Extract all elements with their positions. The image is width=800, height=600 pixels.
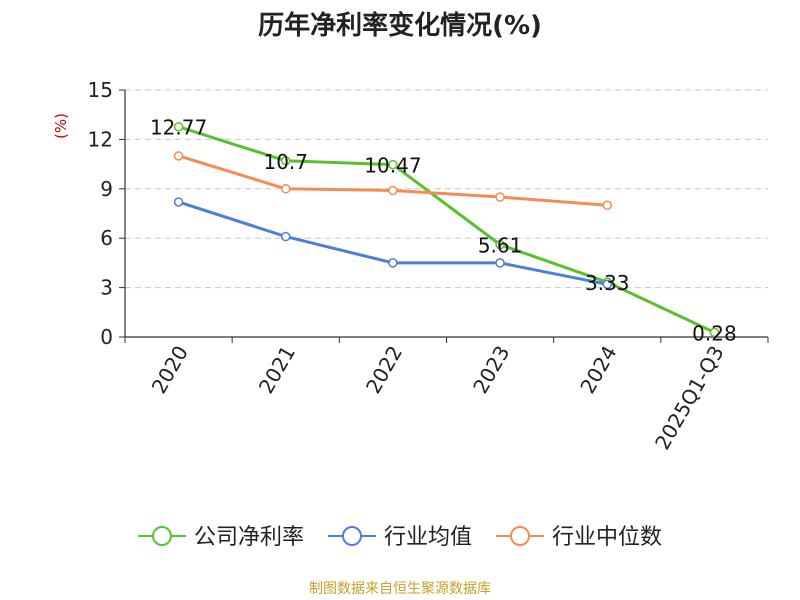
legend-label-1: 行业均值 — [384, 525, 472, 550]
data-label: 10.47 — [364, 154, 421, 178]
axes: 0 3 6 9 12 15 2020 2021 2022 2023 2024 2025Q1-Q3 — [88, 78, 769, 454]
x-tick-label: 2025Q1-Q3 — [650, 342, 729, 454]
x-tick-label: 2023 — [468, 342, 514, 398]
data-point — [173, 151, 184, 161]
grid-lines — [125, 89, 768, 289]
legend-marker-1 — [342, 526, 362, 546]
data-label: 12.77 — [150, 116, 207, 140]
data-point — [173, 197, 184, 207]
data-point — [602, 200, 612, 211]
data-point — [709, 327, 720, 338]
data-point — [495, 258, 505, 268]
series-lines — [173, 121, 720, 338]
data-point — [495, 192, 505, 202]
source-note: 制图数据来自恒生聚源数据库 — [309, 581, 491, 597]
legend-marker-2 — [510, 526, 530, 546]
data-point — [388, 258, 398, 268]
data-point — [281, 231, 291, 242]
data-point — [281, 184, 291, 194]
x-tick-label: 2022 — [361, 342, 407, 398]
y-tick-label: 15 — [88, 78, 113, 102]
data-point — [388, 185, 398, 196]
data-point — [173, 121, 184, 132]
series-line-1 — [178, 200, 608, 286]
y-tick-label: 9 — [100, 177, 113, 201]
data-point — [281, 156, 291, 166]
data-point — [602, 279, 612, 290]
y-tick-label: 12 — [88, 127, 113, 151]
series-line-0 — [178, 125, 716, 334]
y-axis-unit: (%) — [52, 113, 70, 139]
y-tick-label: 6 — [100, 226, 113, 250]
legend-label-2: 行业中位数 — [552, 525, 662, 550]
legend: 公司净利率 行业均值 行业中位数 — [138, 525, 662, 550]
legend-marker-0 — [152, 526, 172, 546]
data-label: 5.61 — [478, 234, 523, 258]
chart-title: 历年净利率变化情况(%) — [258, 10, 542, 41]
x-tick-label: 2021 — [254, 342, 300, 398]
x-tick-label: 2020 — [147, 342, 193, 398]
data-point — [388, 159, 398, 170]
data-label: 10.7 — [263, 150, 308, 174]
legend-label-0: 公司净利率 — [194, 525, 304, 550]
data-point — [495, 239, 505, 250]
data-label: 3.33 — [585, 271, 630, 295]
data-label: 0.28 — [692, 321, 737, 345]
y-tick-label: 3 — [100, 276, 113, 300]
x-tick-label: 2024 — [575, 342, 621, 398]
y-tick-label: 0 — [100, 325, 113, 349]
data-labels: 12.77 10.7 10.47 5.61 3.33 0.28 — [150, 116, 737, 346]
